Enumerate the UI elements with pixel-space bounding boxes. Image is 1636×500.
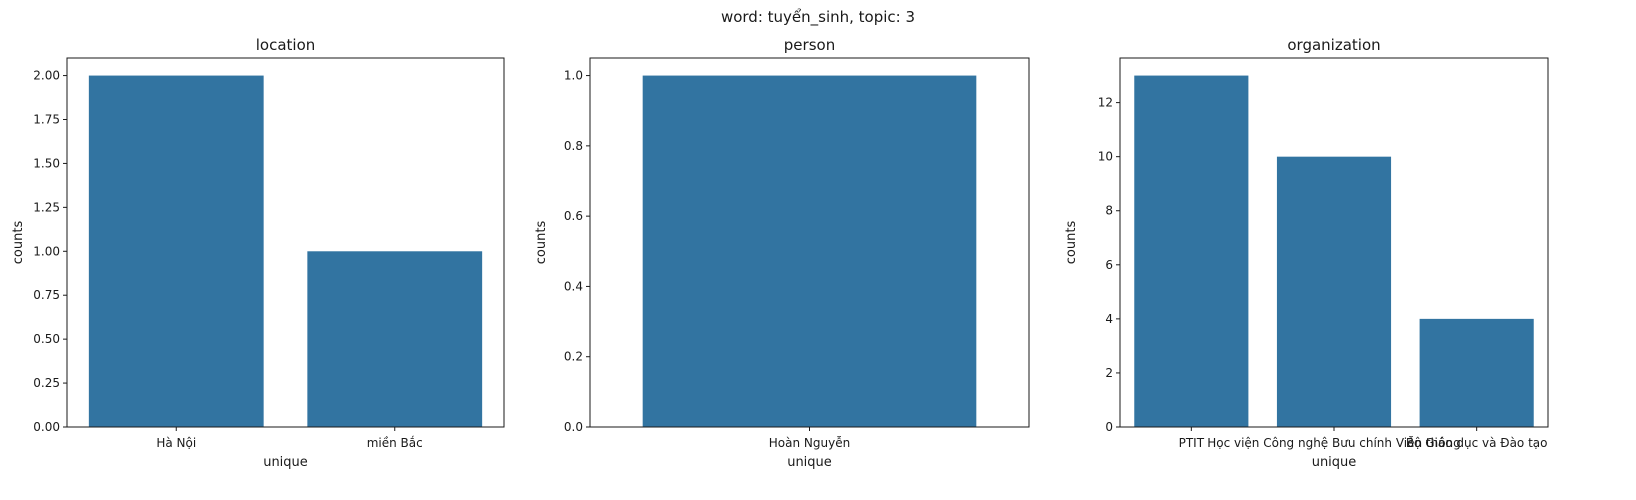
y-tick-label: 1.00 <box>33 244 60 258</box>
y-tick-label: 4 <box>1105 312 1113 326</box>
x-axis-label: unique <box>263 455 308 470</box>
y-tick-label: 10 <box>1098 150 1113 164</box>
y-tick-label: 1.75 <box>33 113 60 127</box>
x-tick-label: Hà Nội <box>156 436 196 450</box>
y-tick-label: 0.2 <box>564 350 583 364</box>
panel-title: organization <box>1287 36 1380 54</box>
y-tick-label: 0.75 <box>33 288 60 302</box>
y-tick-label: 2.00 <box>33 69 60 83</box>
y-tick-label: 8 <box>1105 204 1113 218</box>
y-tick-label: 0 <box>1105 420 1113 434</box>
bar-0 <box>88 75 264 428</box>
panel-title: person <box>784 36 835 54</box>
x-tick-label: Hoàn Nguyễn <box>769 436 850 450</box>
y-tick-label: 0.6 <box>564 209 583 223</box>
x-tick-label: Bộ Giáo dục và Đào tạo <box>1406 436 1548 450</box>
bar-0 <box>1134 75 1249 428</box>
y-tick-label: 0.4 <box>564 279 583 293</box>
y-tick-label: 0.8 <box>564 139 583 153</box>
y-axis-label: counts <box>11 221 26 265</box>
panel-person: 0.0 0.2 0.4 0.6 0.8 1.0 Hoàn Nguyễn unique count… <box>534 36 1030 470</box>
y-tick-label: 0.0 <box>564 420 583 434</box>
bar-1 <box>1276 156 1392 427</box>
panel-organization: 0 2 4 6 8 10 12 PTIT Học viện Công nghệ Bưu chín… <box>1064 36 1549 470</box>
axes-frame <box>66 57 505 428</box>
y-tick-label: 0.25 <box>33 376 60 390</box>
y-tick-label: 2 <box>1105 366 1113 380</box>
y-tick-label: 1.25 <box>33 200 60 214</box>
x-tick-label: miền Bắc <box>367 436 423 450</box>
y-tick-label: 1.0 <box>564 69 583 83</box>
y-axis-label: counts <box>534 221 549 265</box>
figure-suptitle: word: tuyển_sinh, topic: 3 <box>720 8 916 26</box>
y-tick-label: 12 <box>1098 96 1113 110</box>
y-axis-label: counts <box>1064 221 1079 265</box>
bar-0 <box>642 75 977 428</box>
y-tick-label: 1.50 <box>33 156 60 170</box>
panel-title: location <box>256 36 316 54</box>
x-tick-label: PTIT <box>1179 436 1205 450</box>
y-tick-label: 6 <box>1105 258 1113 272</box>
x-axis-label: unique <box>787 455 832 470</box>
panel-location: 0.00 0.25 0.50 0.75 1.00 1.25 1.50 1.75 2.00 Hà N… <box>11 36 505 470</box>
bar-2 <box>1419 318 1534 427</box>
y-tick-label: 0.50 <box>33 332 60 346</box>
x-tick-label: Học viện Công nghệ Bưu chính Viễn thông <box>1207 436 1461 450</box>
bar-1 <box>307 251 483 427</box>
y-tick-label: 0.00 <box>33 420 60 434</box>
x-axis-label: unique <box>1312 455 1357 470</box>
